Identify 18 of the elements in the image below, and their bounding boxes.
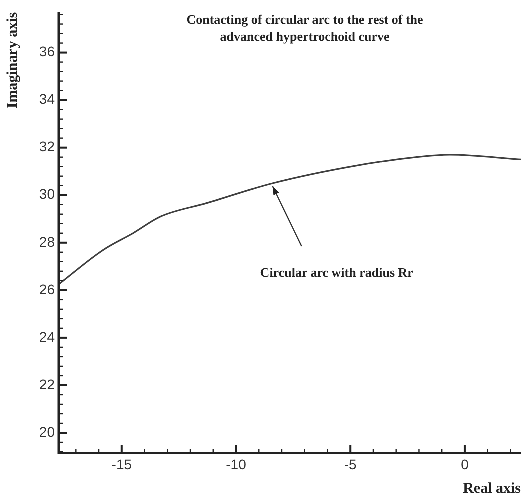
text: Contacting of circular arc to the rest of the advanced hypertrochoid curve: [186, 12, 424, 44]
annotation: Circular arc with radius Rr: [260, 264, 414, 280]
y-tick-label: 32: [39, 138, 56, 155]
y-tick-label: 24: [39, 328, 56, 345]
x-tick-label: -10: [226, 456, 247, 472]
y-axis-title: Imaginary axis: [4, 12, 21, 109]
y-tick-label: 34: [39, 91, 56, 108]
y-tick-label: 22: [39, 376, 56, 392]
x-tick-label: -5: [344, 456, 358, 472]
y-tick-label: 20: [39, 424, 56, 440]
x-axis-title: Real axis: [463, 480, 521, 497]
y-tick-label: 28: [39, 234, 56, 250]
y-tick-label: 26: [39, 281, 56, 298]
x-tick-label: -15: [112, 456, 132, 472]
x-tick-label: 0: [461, 456, 470, 472]
y-tick-label: 30: [39, 186, 56, 202]
y-tick-label: 36: [39, 44, 56, 60]
line-series: [59, 154, 521, 286]
